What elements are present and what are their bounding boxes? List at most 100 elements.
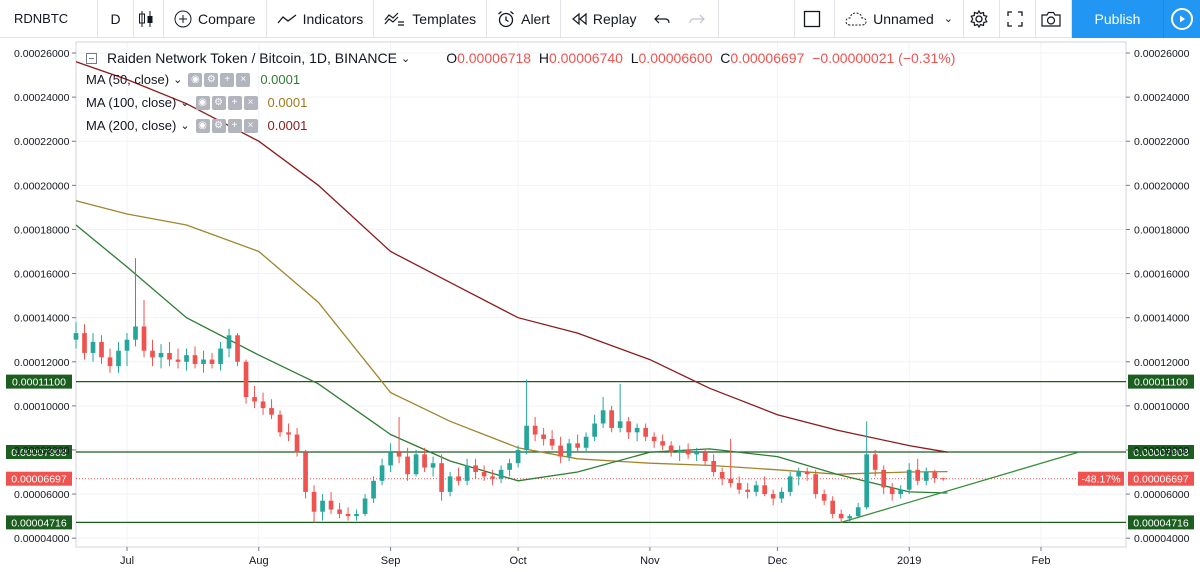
- compare-button[interactable]: Compare: [164, 0, 267, 38]
- candle: [549, 430, 555, 450]
- candle: [779, 487, 785, 503]
- publish-button[interactable]: Publish: [1072, 0, 1164, 38]
- candle: [515, 445, 521, 468]
- chevron-down-icon[interactable]: ⌄: [180, 120, 190, 132]
- y-tick-label-left: 0.00022000: [14, 136, 70, 148]
- interval-button[interactable]: D: [98, 0, 134, 38]
- candles-icon: [138, 10, 152, 27]
- candle-body: [184, 355, 189, 362]
- candle-body: [269, 408, 274, 415]
- y-tick-label-left: 0.00024000: [14, 92, 70, 104]
- camera-icon: [1040, 11, 1061, 27]
- candle-body: [481, 472, 487, 477]
- fullscreen-chart-button[interactable]: [795, 0, 836, 38]
- expand-button[interactable]: [1000, 0, 1036, 38]
- price-chart[interactable]: 0.00011100 0.00011100 0.00007908 0.00007908…: [0, 38, 1200, 572]
- candle-body: [651, 436, 657, 442]
- candle: [847, 513, 853, 523]
- candle: [107, 348, 113, 373]
- layout-name-label: Unnamed: [873, 10, 934, 27]
- plus-icon[interactable]: +: [227, 118, 242, 133]
- x-tick-label: Nov: [640, 555, 660, 567]
- candle: [328, 491, 334, 514]
- ma-name[interactable]: MA (200, close): [86, 118, 177, 133]
- gear-icon[interactable]: ⚙: [204, 72, 219, 87]
- candle: [923, 467, 929, 486]
- candle: [677, 445, 682, 461]
- candle: [260, 392, 266, 415]
- symbol-search-button[interactable]: RDNBTC: [0, 0, 98, 38]
- ma-legend-row[interactable]: MA (50, close) ⌄ ◉ ⚙ + × 0.0001: [86, 68, 955, 91]
- candle-body: [711, 460, 716, 473]
- candle-body: [498, 469, 504, 479]
- gear-icon[interactable]: ⚙: [211, 118, 226, 133]
- indicators-button[interactable]: Indicators: [267, 0, 375, 38]
- candle: [626, 416, 631, 439]
- publish-menu-button[interactable]: [1164, 0, 1200, 38]
- ohlc-values: O0.00006718 H0.00006740 L0.00006600 C0.0…: [446, 50, 956, 66]
- candle-body: [787, 476, 793, 492]
- gear-icon[interactable]: ⚙: [211, 95, 226, 110]
- redo-button[interactable]: [683, 0, 719, 38]
- chevron-down-icon[interactable]: ⌄: [180, 97, 190, 109]
- candle: [770, 489, 776, 506]
- candle-body: [464, 465, 470, 481]
- eye-icon[interactable]: ◉: [195, 95, 210, 110]
- templates-button[interactable]: Templates: [374, 0, 488, 38]
- layout-name-button[interactable]: Unnamed ⌄: [835, 0, 964, 38]
- eye-icon[interactable]: ◉: [188, 72, 203, 87]
- candle: [175, 348, 181, 369]
- candle-body: [456, 476, 461, 481]
- plus-icon[interactable]: +: [220, 72, 235, 87]
- candle: [600, 397, 606, 428]
- level-label-left-bg: [6, 444, 72, 459]
- candle-body: [906, 469, 912, 490]
- ma-legend-row[interactable]: MA (100, close) ⌄ ◉ ⚙ + × 0.0001: [86, 91, 955, 114]
- candle: [311, 485, 317, 523]
- candle-body: [813, 474, 819, 495]
- candle: [354, 509, 359, 521]
- y-tick-label-left: 0.00026000: [14, 48, 70, 60]
- eye-icon[interactable]: ◉: [195, 118, 210, 133]
- settings-button[interactable]: [964, 0, 1000, 38]
- candle-body: [677, 449, 682, 453]
- toolbar-spacer: [719, 0, 796, 38]
- ma-value: 0.0001: [260, 72, 301, 87]
- ma100-line: [75, 200, 948, 475]
- candle-body: [260, 401, 266, 409]
- candle: [371, 476, 376, 503]
- candle: [192, 346, 198, 369]
- ma-legend-row[interactable]: MA (200, close) ⌄ ◉ ⚙ + × 0.0001: [86, 114, 955, 137]
- candle-body: [422, 454, 427, 468]
- close-icon[interactable]: ×: [236, 72, 251, 87]
- candle-body: [634, 427, 640, 433]
- replay-button[interactable]: Replay: [561, 0, 647, 38]
- alert-button[interactable]: Alert: [487, 0, 561, 38]
- candle: [583, 432, 589, 453]
- play-circle-icon: [1171, 7, 1193, 30]
- candle: [898, 485, 904, 499]
- candle: [243, 359, 249, 404]
- chevron-down-icon[interactable]: ⌄: [400, 52, 411, 65]
- collapse-icon[interactable]: [86, 52, 97, 64]
- ma-name[interactable]: MA (50, close): [86, 72, 170, 87]
- level-label-left: 0.00004716: [11, 517, 67, 529]
- chart-style-button[interactable]: [134, 0, 164, 38]
- close-icon[interactable]: ×: [243, 95, 258, 110]
- undo-button[interactable]: [647, 0, 683, 38]
- plus-circle-icon: [174, 10, 192, 27]
- candle-body: [124, 339, 130, 351]
- candle-body: [277, 414, 283, 433]
- symbol-description[interactable]: Raiden Network Token / Bitcoin, 1D, BINA…: [107, 50, 397, 66]
- close-icon[interactable]: ×: [243, 118, 258, 133]
- snapshot-button[interactable]: [1036, 0, 1072, 38]
- candle: [906, 463, 912, 495]
- candle-body: [82, 333, 87, 353]
- candle-body: [549, 438, 555, 446]
- candle: [609, 405, 614, 433]
- plus-icon[interactable]: +: [227, 95, 242, 110]
- candle-body: [345, 513, 351, 517]
- ma-name[interactable]: MA (100, close): [86, 95, 177, 110]
- chart-legend: Raiden Network Token / Bitcoin, 1D, BINA…: [86, 48, 955, 137]
- chevron-down-icon[interactable]: ⌄: [173, 74, 183, 86]
